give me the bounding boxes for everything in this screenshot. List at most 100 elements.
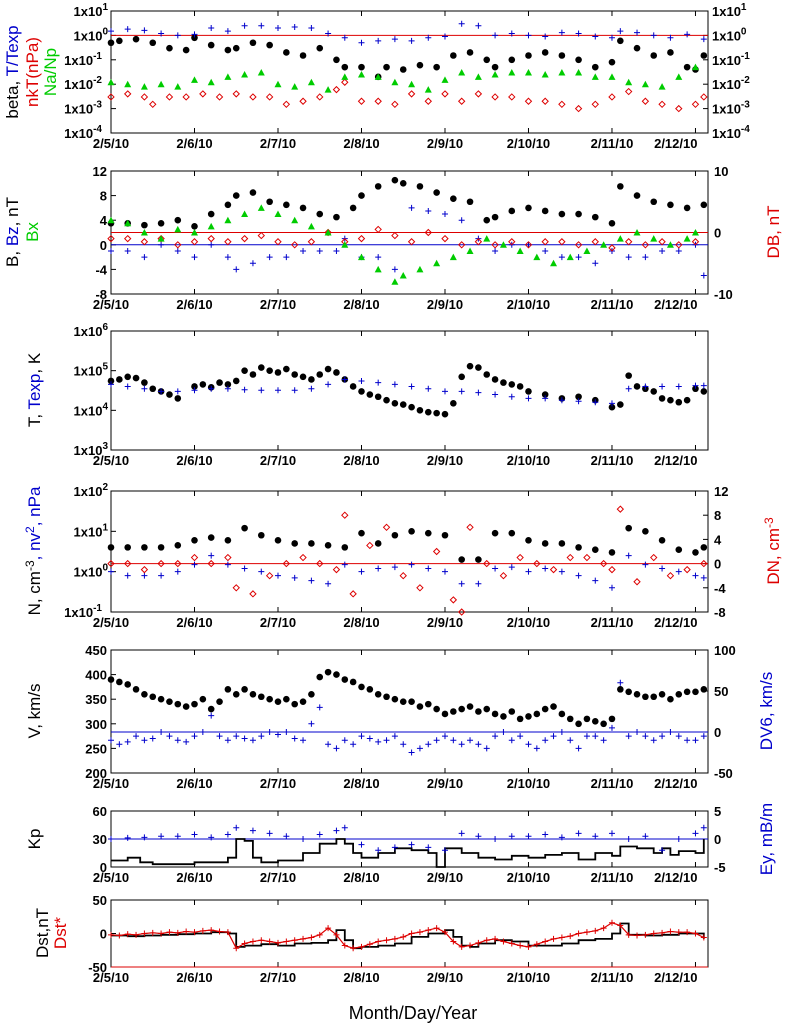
data-point — [591, 63, 599, 71]
data-point — [658, 536, 666, 544]
y-axis-title-part: , K — [25, 352, 44, 373]
data-point — [274, 210, 282, 218]
data-point — [508, 30, 515, 37]
data-point — [283, 695, 290, 703]
data-point — [608, 715, 616, 723]
data-point — [475, 580, 482, 587]
data-point — [625, 254, 632, 261]
data-point — [608, 403, 616, 411]
data-point — [249, 189, 257, 196]
y-tick-label-exp: -2 — [93, 75, 102, 86]
data-point — [692, 385, 699, 393]
series-ey — [108, 824, 707, 854]
panel-frame — [110, 490, 709, 613]
data-point — [190, 553, 199, 562]
y-axis-title-part: Kp — [25, 829, 44, 850]
data-point — [675, 398, 683, 406]
data-point — [257, 231, 266, 240]
data-point — [625, 688, 632, 696]
data-point — [265, 93, 274, 101]
data-point — [642, 561, 649, 568]
data-point — [408, 403, 415, 411]
data-point — [525, 833, 532, 840]
data-point — [567, 933, 574, 940]
data-point — [224, 238, 232, 246]
data-point — [675, 836, 682, 842]
data-point — [408, 204, 415, 211]
data-point — [400, 741, 407, 748]
data-point — [424, 408, 432, 416]
y2-axis-title: DV6, km/s — [757, 672, 776, 750]
y-axis-title-2: Dst* — [51, 917, 70, 950]
y-tick-label-base: 1x10 — [64, 126, 93, 141]
data-point — [491, 63, 499, 71]
data-point — [199, 729, 206, 735]
data-point — [542, 737, 549, 744]
data-point — [425, 565, 432, 572]
data-point — [541, 70, 549, 78]
data-point — [449, 596, 458, 604]
y-axis-title-2: Bx — [23, 222, 42, 242]
data-point — [449, 253, 457, 261]
data-point — [424, 86, 432, 93]
data-point — [350, 741, 357, 748]
data-point — [458, 388, 465, 395]
data-point — [308, 690, 315, 698]
data-point — [208, 241, 215, 248]
x-tick-label: 2/5/10 — [93, 297, 129, 312]
data-point — [683, 688, 691, 696]
data-point — [407, 238, 416, 246]
data-point — [258, 568, 265, 575]
data-point — [224, 201, 232, 209]
x-tick-label: 2/11/10 — [591, 870, 634, 885]
y-tick-label: 350 — [85, 692, 107, 707]
data-point — [299, 698, 307, 705]
data-point — [550, 703, 557, 710]
data-point — [542, 938, 549, 945]
data-point — [374, 690, 382, 698]
data-point — [525, 32, 532, 39]
data-point — [550, 259, 558, 267]
x-tick-label: 2/12/10 — [654, 870, 697, 885]
data-point — [324, 86, 332, 93]
y2-tick-label-exp: 0 — [741, 26, 747, 37]
data-point — [441, 929, 448, 936]
y-tick-label: 1x10-1 — [64, 51, 102, 68]
x-tick-label: 2/10/10 — [507, 776, 550, 791]
data-point — [208, 712, 215, 719]
data-point — [349, 204, 357, 212]
data-point — [208, 927, 215, 934]
data-point — [316, 673, 324, 681]
data-point — [441, 410, 449, 418]
data-point — [433, 189, 440, 196]
data-point — [692, 688, 699, 696]
data-point — [475, 556, 482, 563]
y-tick-label-exp: 0 — [102, 26, 108, 37]
data-point — [499, 571, 508, 580]
data-point — [592, 577, 599, 584]
data-point — [500, 379, 507, 386]
y-tick-label: 1x101 — [74, 522, 109, 539]
data-point — [124, 572, 131, 579]
data-point — [666, 241, 674, 248]
data-point — [191, 34, 198, 42]
data-point — [625, 78, 633, 86]
data-point — [575, 830, 582, 837]
data-point — [525, 241, 532, 248]
data-point — [241, 386, 248, 393]
data-point — [140, 83, 148, 90]
data-point — [458, 69, 466, 76]
y2-tick-label: 100 — [714, 643, 736, 658]
data-point — [492, 32, 499, 39]
series-n — [107, 524, 708, 563]
data-point — [558, 52, 566, 59]
data-point — [550, 733, 557, 740]
data-point — [324, 668, 332, 676]
data-point — [116, 37, 123, 45]
data-point — [224, 254, 231, 261]
x-tick-label: 2/11/10 — [591, 453, 634, 468]
data-point — [116, 932, 123, 939]
y-axis-title: Kp — [25, 829, 44, 850]
data-point — [374, 97, 382, 105]
data-point — [266, 198, 273, 206]
